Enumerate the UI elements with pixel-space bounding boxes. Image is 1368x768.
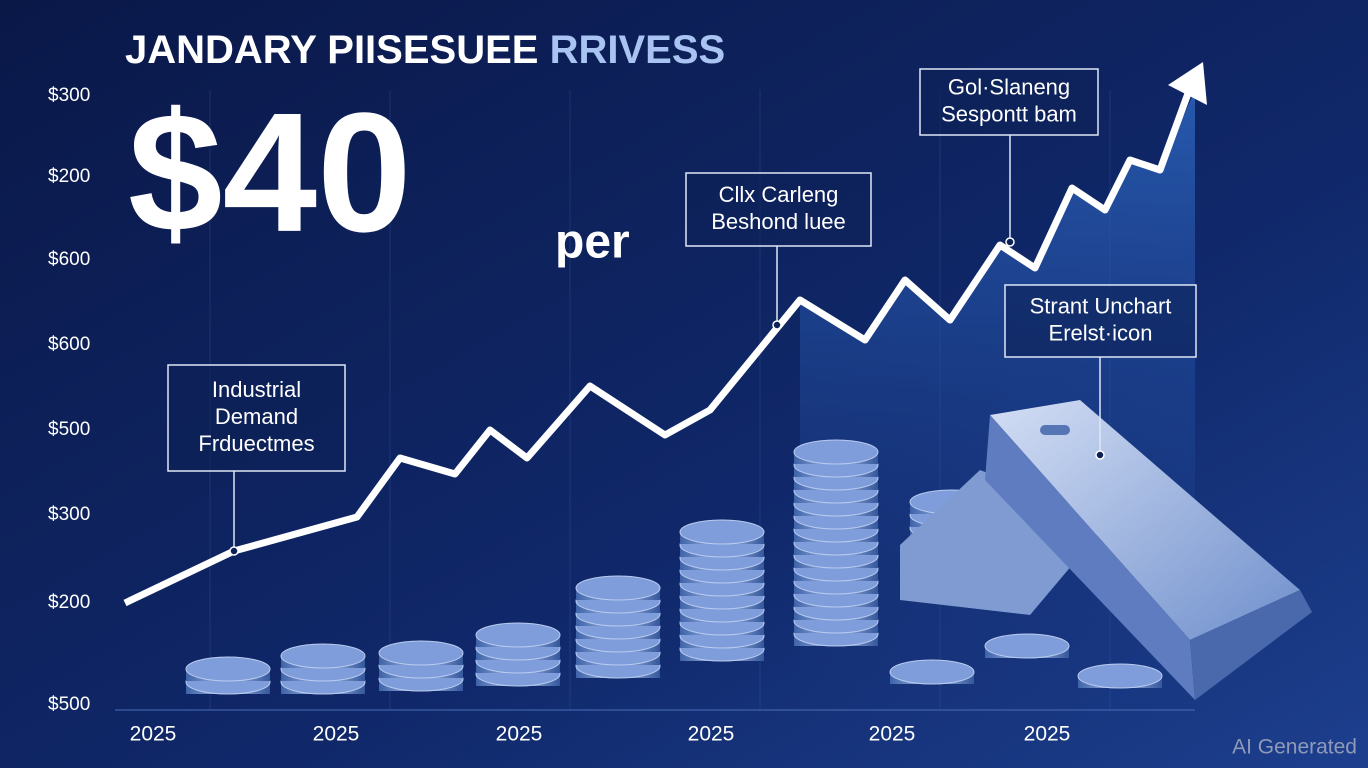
- y-label: $300: [48, 504, 90, 525]
- watermark: AI Generated: [1232, 736, 1357, 759]
- coin-face: [378, 640, 464, 666]
- coin-face: [889, 659, 975, 685]
- callout-text: Beshond luee: [711, 209, 846, 234]
- title: JANDARY PIISESUEE RRIVESS: [125, 28, 725, 72]
- callout-dot: [772, 320, 782, 330]
- coin-face: [280, 643, 366, 669]
- coin-face: [793, 439, 879, 465]
- arrow-head: [1168, 62, 1207, 105]
- x-label: 2025: [130, 723, 177, 746]
- coin-face: [984, 633, 1070, 659]
- x-label: 2025: [496, 723, 543, 746]
- coin-face: [679, 519, 765, 545]
- x-label: 2025: [1024, 723, 1071, 746]
- callout-text: Strant Unchart: [1030, 293, 1172, 318]
- title-accent: RRIVESS: [550, 28, 726, 72]
- silver-bars: [900, 400, 1312, 700]
- x-label: 2025: [688, 723, 735, 746]
- y-label: $500: [48, 419, 90, 440]
- callout-text: Demand: [215, 404, 298, 429]
- y-label: $600: [48, 334, 90, 355]
- unit: per: [555, 216, 630, 269]
- callout-text: Frduectmes: [198, 431, 314, 456]
- y-label: $600: [48, 249, 90, 270]
- coin-face: [185, 656, 271, 682]
- callout-text: Cllx Carleng: [719, 182, 839, 207]
- callout-text: Gol·Slaneng: [948, 74, 1070, 99]
- callout-text: Erelst·icon: [1049, 320, 1153, 345]
- y-label: $500: [48, 694, 90, 715]
- title-main: JANDARY PIISESUEE: [125, 28, 538, 72]
- callout-box: [1004, 284, 1197, 358]
- callout-box: [167, 364, 346, 472]
- callout-dot: [1005, 237, 1015, 247]
- x-label: 2025: [869, 723, 916, 746]
- coin-face: [1077, 663, 1163, 689]
- callout-box: [919, 68, 1099, 136]
- y-label: $200: [48, 592, 90, 613]
- callout-dot: [1095, 450, 1105, 460]
- callout-text: Industrial: [212, 377, 301, 402]
- trend-line: [123, 86, 1194, 607]
- callout-text: Sespontt bam: [941, 101, 1077, 126]
- callout-box: [685, 172, 872, 247]
- coin-face: [575, 575, 661, 601]
- y-label: $300: [48, 85, 90, 106]
- coin-face: [475, 622, 561, 648]
- callout-dot: [229, 546, 239, 556]
- big-number: $40: [128, 78, 412, 268]
- y-label: $200: [48, 166, 90, 187]
- x-label: 2025: [313, 723, 360, 746]
